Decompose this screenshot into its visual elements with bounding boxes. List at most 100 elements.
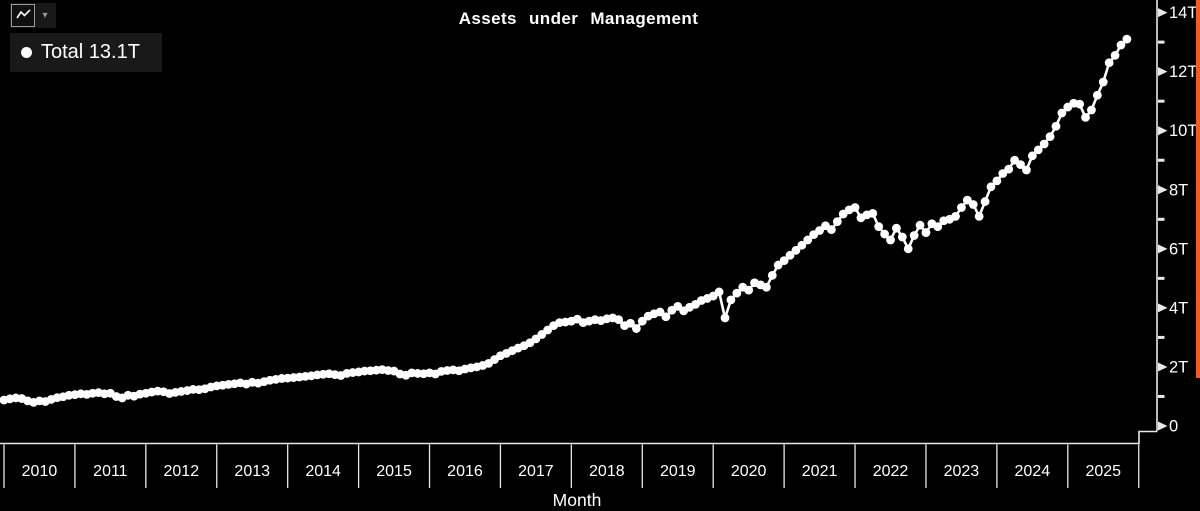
series-point	[974, 211, 984, 221]
legend-marker-dot	[21, 47, 32, 58]
legend-item-total[interactable]: Total 13.1T	[10, 33, 162, 72]
series-point	[779, 256, 789, 266]
series-point	[1033, 145, 1043, 155]
y-axis-ticks: 0 2T 4T 6T 8T 10T 12T 14T	[1158, 4, 1197, 436]
chart-type-dropdown[interactable]: ▾	[35, 4, 55, 27]
y-minor-tick	[1158, 276, 1165, 280]
series-point	[951, 211, 960, 221]
series-point	[1057, 108, 1067, 118]
series-point	[631, 324, 641, 333]
x-tick-label: 2023	[944, 463, 980, 480]
y-tick-label: 10T	[1169, 122, 1197, 140]
series-point	[915, 220, 925, 230]
series-point	[1122, 34, 1132, 44]
series-point	[726, 295, 736, 305]
series-point	[957, 203, 966, 212]
y-major-tick	[1158, 244, 1168, 254]
y-tick-label: 6T	[1169, 240, 1188, 258]
line-chart-icon	[15, 7, 31, 25]
series-point	[767, 271, 777, 280]
x-axis-line	[0, 430, 1157, 445]
series-point	[909, 231, 919, 240]
series-point	[1098, 77, 1108, 87]
series-point	[868, 208, 878, 218]
series-point	[761, 282, 771, 292]
y-minor-tick	[1158, 40, 1165, 44]
series-point	[803, 235, 813, 245]
series-point	[897, 232, 907, 242]
chart-title: Assets under Management	[458, 9, 699, 28]
chart-type-button[interactable]	[11, 4, 35, 27]
series-point	[933, 222, 943, 232]
right-scrollbar[interactable]	[1196, 0, 1200, 378]
series-point	[1081, 113, 1090, 122]
series-point	[1116, 40, 1126, 50]
series-point	[832, 217, 842, 227]
x-tick-label: 2013	[234, 463, 270, 480]
series-point	[614, 315, 624, 325]
x-axis-ticks: 2010 2011 2012 2013 2014 2015 2016 2017 2018 2019…	[3, 444, 1140, 510]
y-tick-label: 0	[1169, 418, 1178, 436]
chart-toolbar: ▾	[10, 3, 56, 28]
x-tick-label: 2024	[1015, 463, 1051, 480]
series-point	[1016, 160, 1025, 170]
series-point	[637, 316, 647, 326]
series-point	[1092, 90, 1102, 100]
x-tick-label: 2015	[376, 463, 412, 480]
series-point	[874, 222, 884, 232]
y-tick-label: 8T	[1169, 181, 1188, 199]
series-point	[1045, 132, 1055, 142]
y-major-tick	[1158, 362, 1168, 372]
y-minor-tick	[1158, 217, 1165, 221]
y-major-tick	[1158, 8, 1168, 18]
y-minor-tick	[1158, 158, 1165, 162]
y-tick-label: 4T	[1169, 299, 1188, 317]
series-point	[980, 197, 990, 206]
series-point	[655, 307, 665, 317]
series-point	[992, 176, 1002, 186]
x-tick-label: 2010	[22, 463, 58, 480]
legend-series-label: Total	[41, 41, 84, 63]
x-tick-label: 2020	[731, 463, 767, 480]
y-minor-tick	[1158, 335, 1165, 339]
axes	[0, 0, 1158, 445]
series-point	[785, 250, 795, 260]
series-point	[1022, 165, 1031, 175]
series-line	[3, 38, 1128, 404]
chevron-down-icon: ▾	[42, 10, 48, 21]
series-point	[1027, 151, 1037, 161]
y-major-tick	[1158, 185, 1168, 195]
y-tick-label: 12T	[1169, 63, 1197, 81]
series-point	[720, 313, 730, 323]
x-tick-label: 2018	[589, 463, 625, 480]
series-point	[791, 245, 801, 255]
x-tick-label: 2022	[873, 463, 909, 480]
y-major-tick	[1158, 67, 1168, 77]
series-point	[892, 223, 901, 233]
series-point	[732, 288, 742, 298]
series-point	[797, 240, 807, 250]
series-point	[827, 225, 836, 235]
series-point	[1104, 58, 1114, 68]
series-point	[850, 203, 860, 212]
series-point	[744, 285, 754, 295]
x-tick-label: 2014	[305, 463, 341, 480]
series-point	[903, 244, 913, 254]
y-tick-label: 14T	[1169, 4, 1197, 22]
x-tick-label: 2011	[93, 463, 128, 480]
series-point	[1039, 139, 1049, 149]
series-point	[886, 235, 895, 245]
y-minor-tick	[1158, 99, 1165, 103]
series-point	[714, 287, 724, 297]
y-major-tick	[1158, 421, 1168, 431]
x-tick-label: 2025	[1085, 463, 1121, 480]
series-total	[0, 34, 1132, 407]
series-point	[1051, 121, 1061, 131]
series-point	[921, 228, 931, 237]
y-major-tick	[1158, 303, 1168, 313]
series-point	[1110, 51, 1120, 60]
series-point	[986, 182, 996, 192]
series-point	[1087, 105, 1096, 115]
